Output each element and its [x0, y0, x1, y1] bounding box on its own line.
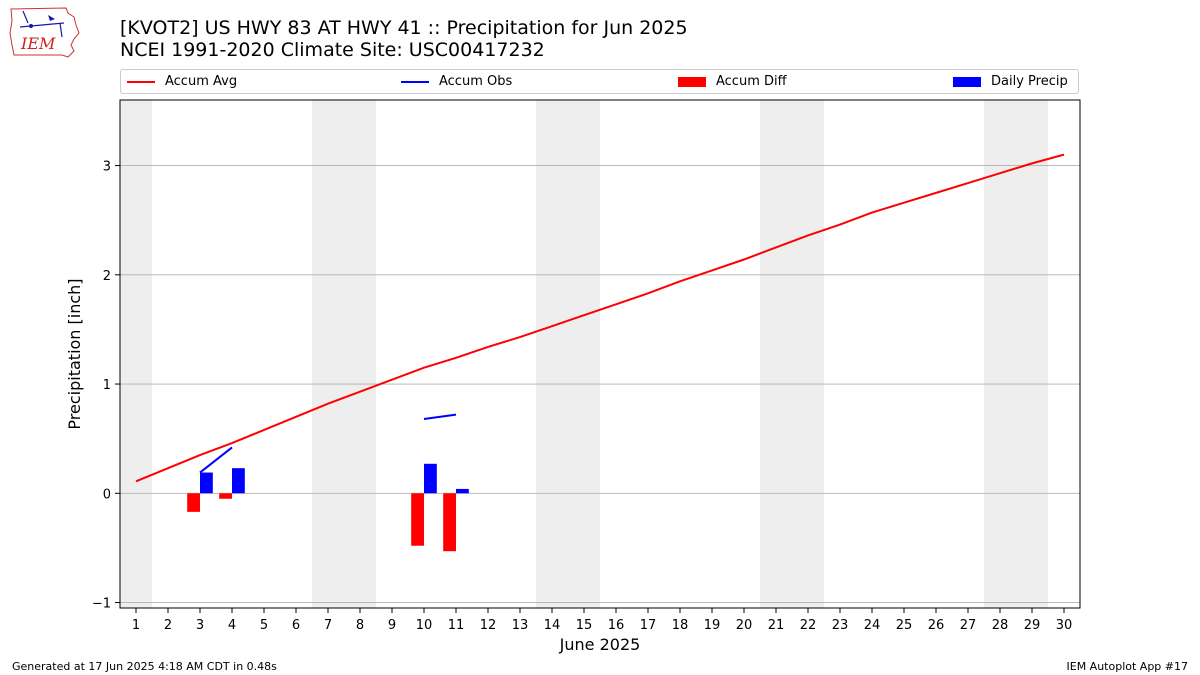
x-tick-label: 11	[448, 618, 465, 633]
y-tick-label: 2	[103, 269, 111, 284]
x-tick-label: 9	[388, 618, 396, 633]
legend-item-accum-diff: Accum Diff	[678, 70, 787, 93]
x-tick-label: 8	[356, 618, 364, 633]
y-tick-label: 0	[103, 487, 111, 502]
accum-avg-line	[135, 153, 1065, 483]
x-tick-label: 24	[864, 618, 881, 633]
legend-label-accum-obs: Accum Obs	[439, 74, 513, 89]
weekend-shade-band	[792, 100, 824, 608]
y-tick-label: −1	[92, 597, 111, 612]
y-axis: −1 0 1 2 3	[92, 160, 120, 612]
weekend-shade-band	[760, 100, 792, 608]
x-tick-label: 25	[896, 618, 913, 633]
legend-swatch-accum-obs	[401, 80, 429, 83]
x-tick-label: 1	[132, 618, 140, 633]
x-tick-label: 2	[164, 618, 172, 633]
x-tick-label: 3	[196, 618, 204, 633]
chart-title: [KVOT2] US HWY 83 AT HWY 41 :: Precipita…	[120, 17, 688, 39]
x-tick-label: 6	[292, 618, 300, 633]
x-tick-label: 29	[1024, 618, 1041, 633]
iem-logo: IEM	[9, 7, 80, 58]
accum-diff-bar	[411, 493, 424, 546]
x-tick-label: 13	[512, 618, 529, 633]
weekend-shade-band	[536, 100, 568, 608]
x-tick-label: 21	[768, 618, 785, 633]
logo-text: IEM	[20, 34, 56, 53]
weekend-shade-band	[344, 100, 376, 608]
legend-swatch-accum-avg	[127, 80, 155, 83]
daily-precip-bar	[456, 488, 469, 494]
x-tick-label: 23	[832, 618, 849, 633]
accum-diff-bar	[443, 493, 456, 552]
x-tick-label: 30	[1056, 618, 1073, 633]
chart-legend: Accum Avg Accum Obs Accum Diff Daily Pre…	[120, 69, 1079, 94]
accum-diff-bar	[187, 493, 200, 512]
chart-subtitle: NCEI 1991-2020 Climate Site: USC00417232	[120, 39, 545, 61]
x-axis-label: June 2025	[559, 635, 641, 654]
weekend-shade-band	[1016, 100, 1048, 608]
x-tick-label: 14	[544, 618, 561, 633]
legend-item-accum-obs: Accum Obs	[401, 70, 512, 93]
legend-swatch-accum-diff	[678, 76, 706, 87]
legend-item-daily-precip: Daily Precip	[953, 70, 1068, 93]
line-series	[135, 153, 1065, 483]
legend-label-accum-diff: Accum Diff	[716, 74, 787, 89]
x-tick-label: 27	[960, 618, 977, 633]
x-tick-label: 5	[260, 618, 268, 633]
y-gridlines	[120, 165, 1080, 603]
daily-precip-bar	[232, 468, 245, 494]
x-tick-label: 22	[800, 618, 817, 633]
x-tick-label: 15	[576, 618, 593, 633]
weekend-shade-band	[568, 100, 600, 608]
x-tick-label: 16	[608, 618, 625, 633]
x-tick-label: 10	[416, 618, 433, 633]
x-tick-label: 28	[992, 618, 1009, 633]
x-tick-label: 7	[324, 618, 332, 633]
accum-diff-bar	[219, 493, 232, 499]
weekend-shade-band	[984, 100, 1016, 608]
x-tick-label: 19	[704, 618, 721, 633]
daily-precip-bar	[200, 472, 213, 494]
legend-label-accum-avg: Accum Avg	[165, 74, 238, 89]
weekend-shade-band	[312, 100, 344, 608]
legend-label-daily-precip: Daily Precip	[991, 74, 1068, 89]
accum-obs-line	[199, 446, 233, 474]
legend-swatch-daily-precip	[953, 76, 981, 87]
legend-item-accum-avg: Accum Avg	[127, 70, 237, 93]
x-tick-label: 17	[640, 618, 657, 633]
x-tick-label: 12	[480, 618, 497, 633]
x-tick-label: 18	[672, 618, 689, 633]
x-axis: 1 2 3 4 5 6 7 8 9 10 11 12 13 14 15 16 17 18 19 20 21 22 23 24 2…	[132, 608, 1072, 633]
plot-frame	[119, 99, 1081, 609]
generated-timestamp: Generated at 17 Jun 2025 4:18 AM CDT in …	[12, 660, 277, 673]
y-tick-label: 3	[103, 160, 111, 175]
x-tick-label: 26	[928, 618, 945, 633]
weekend-shade-band	[120, 100, 152, 608]
x-tick-label: 4	[228, 618, 236, 633]
daily-precip-bar	[424, 463, 437, 494]
y-tick-label: 1	[103, 378, 111, 393]
y-axis-label: Precipitation [inch]	[65, 278, 84, 429]
x-tick-label: 20	[736, 618, 753, 633]
app-label: IEM Autoplot App #17	[1066, 660, 1189, 673]
accum-obs-line	[423, 413, 457, 420]
bar-series	[187, 463, 469, 552]
weekend-shading	[120, 100, 1048, 608]
